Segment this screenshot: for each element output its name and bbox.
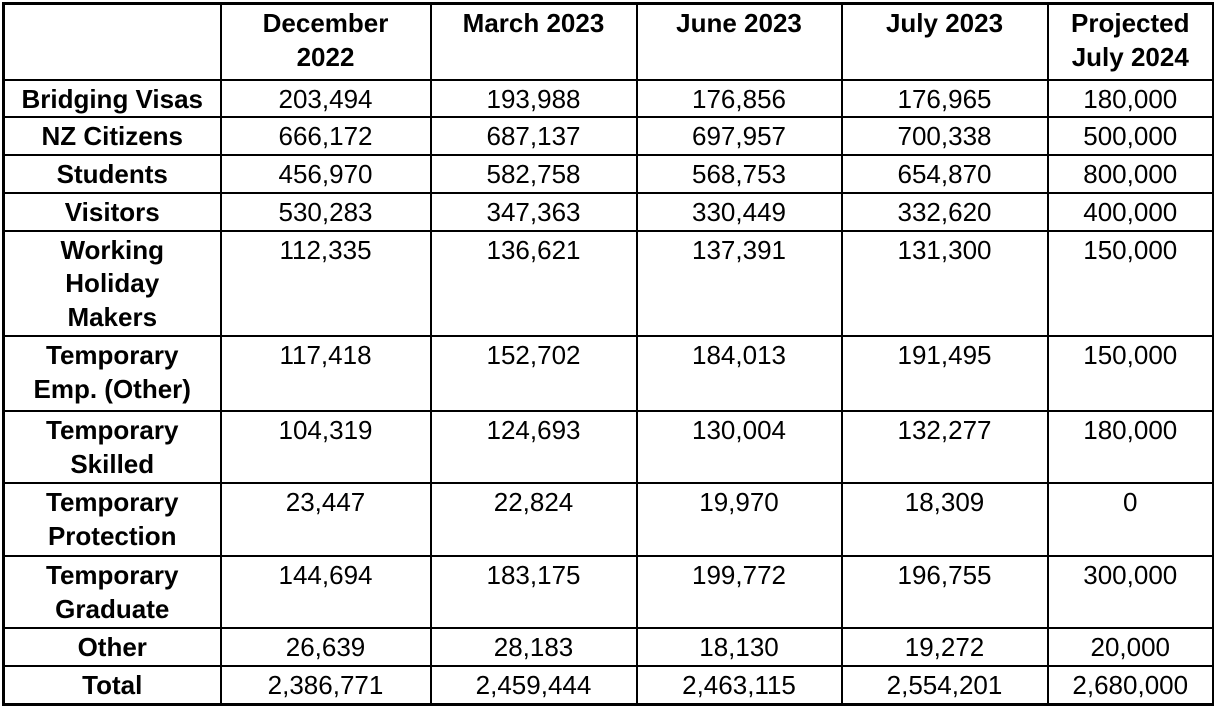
data-cell: 150,000 bbox=[1046, 229, 1214, 338]
data-cell: 23,447 bbox=[219, 482, 432, 558]
data-cell: 2,554,201 bbox=[840, 664, 1049, 706]
row-label: Total bbox=[2, 664, 222, 706]
data-cell: 19,970 bbox=[635, 482, 843, 558]
data-cell: 582,758 bbox=[429, 154, 638, 194]
data-cell: 2,459,444 bbox=[429, 664, 638, 706]
table-row-temporary-protection: Temporary Protection 23,447 22,824 19,97… bbox=[2, 482, 1214, 558]
data-cell: 19,272 bbox=[840, 627, 1049, 667]
table-row-total: Total 2,386,771 2,459,444 2,463,115 2,55… bbox=[2, 664, 1214, 706]
data-cell: 180,000 bbox=[1046, 410, 1214, 485]
data-cell: 347,363 bbox=[429, 191, 638, 232]
data-cell: 124,693 bbox=[429, 410, 638, 485]
data-cell: 666,172 bbox=[219, 116, 432, 157]
data-cell: 137,391 bbox=[635, 229, 843, 338]
row-label: Bridging Visas bbox=[2, 78, 222, 119]
data-cell: 456,970 bbox=[219, 154, 432, 194]
table-row-visitors: Visitors 530,283 347,363 330,449 332,620… bbox=[2, 191, 1214, 232]
data-cell: 176,965 bbox=[840, 78, 1049, 119]
data-cell: 28,183 bbox=[429, 627, 638, 667]
data-cell: 199,772 bbox=[635, 555, 843, 630]
data-cell: 131,300 bbox=[840, 229, 1049, 338]
data-cell: 22,824 bbox=[429, 482, 638, 558]
header-cell-march-2023: March 2023 bbox=[429, 2, 638, 81]
row-label: Temporary Protection bbox=[2, 482, 222, 558]
header-cell-july-2023: July 2023 bbox=[840, 2, 1049, 81]
data-cell: 112,335 bbox=[219, 229, 432, 338]
header-cell-december-2022: December 2022 bbox=[219, 2, 432, 81]
row-label: Visitors bbox=[2, 191, 222, 232]
header-row: December 2022 March 2023 June 2023 July … bbox=[2, 2, 1214, 81]
data-cell: 132,277 bbox=[840, 410, 1049, 485]
data-cell: 330,449 bbox=[635, 191, 843, 232]
table-row-students: Students 456,970 582,758 568,753 654,870… bbox=[2, 154, 1214, 194]
data-cell: 18,309 bbox=[840, 482, 1049, 558]
data-cell: 2,680,000 bbox=[1046, 664, 1214, 706]
data-cell: 196,755 bbox=[840, 555, 1049, 630]
data-cell: 687,137 bbox=[429, 116, 638, 157]
data-cell: 117,418 bbox=[219, 335, 432, 413]
row-label: Other bbox=[2, 627, 222, 667]
table-header: December 2022 March 2023 June 2023 July … bbox=[2, 2, 1214, 81]
table-row-nz-citizens: NZ Citizens 666,172 687,137 697,957 700,… bbox=[2, 116, 1214, 157]
data-cell: 203,494 bbox=[219, 78, 432, 119]
data-cell: 654,870 bbox=[840, 154, 1049, 194]
data-cell: 26,639 bbox=[219, 627, 432, 667]
table-row-bridging-visas: Bridging Visas 203,494 193,988 176,856 1… bbox=[2, 78, 1214, 119]
data-cell: 2,463,115 bbox=[635, 664, 843, 706]
data-cell: 136,621 bbox=[429, 229, 638, 338]
table-row-temporary-graduate: Temporary Graduate 144,694 183,175 199,7… bbox=[2, 555, 1214, 630]
data-cell: 176,856 bbox=[635, 78, 843, 119]
table-row-temporary-skilled: Temporary Skilled 104,319 124,693 130,00… bbox=[2, 410, 1214, 485]
table-body: Bridging Visas 203,494 193,988 176,856 1… bbox=[2, 78, 1214, 706]
data-cell: 697,957 bbox=[635, 116, 843, 157]
row-label: Temporary Skilled bbox=[2, 410, 222, 485]
data-cell: 530,283 bbox=[219, 191, 432, 232]
data-cell: 191,495 bbox=[840, 335, 1049, 413]
row-label: Temporary Emp. (Other) bbox=[2, 335, 222, 413]
data-cell: 130,004 bbox=[635, 410, 843, 485]
data-cell: 568,753 bbox=[635, 154, 843, 194]
row-label: Working Holiday Makers bbox=[2, 229, 222, 338]
data-cell: 144,694 bbox=[219, 555, 432, 630]
data-cell: 183,175 bbox=[429, 555, 638, 630]
data-cell: 180,000 bbox=[1046, 78, 1214, 119]
row-label: Temporary Graduate bbox=[2, 555, 222, 630]
data-cell: 500,000 bbox=[1046, 116, 1214, 157]
table-row-temporary-emp-other: Temporary Emp. (Other) 117,418 152,702 1… bbox=[2, 335, 1214, 413]
row-label: Students bbox=[2, 154, 222, 194]
table-row-other: Other 26,639 28,183 18,130 19,272 20,000 bbox=[2, 627, 1214, 667]
data-cell: 20,000 bbox=[1046, 627, 1214, 667]
data-cell: 800,000 bbox=[1046, 154, 1214, 194]
data-cell: 193,988 bbox=[429, 78, 638, 119]
data-cell: 2,386,771 bbox=[219, 664, 432, 706]
data-cell: 104,319 bbox=[219, 410, 432, 485]
data-cell: 300,000 bbox=[1046, 555, 1214, 630]
data-cell: 152,702 bbox=[429, 335, 638, 413]
header-cell-blank bbox=[2, 2, 222, 81]
table-row-working-holiday-makers: Working Holiday Makers 112,335 136,621 1… bbox=[2, 229, 1214, 338]
data-cell: 184,013 bbox=[635, 335, 843, 413]
data-cell: 150,000 bbox=[1046, 335, 1214, 413]
header-cell-projected-july-2024: Projected July 2024 bbox=[1046, 2, 1214, 81]
data-cell: 332,620 bbox=[840, 191, 1049, 232]
header-cell-june-2023: June 2023 bbox=[635, 2, 843, 81]
row-label: NZ Citizens bbox=[2, 116, 222, 157]
data-cell: 0 bbox=[1046, 482, 1214, 558]
data-cell: 400,000 bbox=[1046, 191, 1214, 232]
data-cell: 700,338 bbox=[840, 116, 1049, 157]
data-cell: 18,130 bbox=[635, 627, 843, 667]
